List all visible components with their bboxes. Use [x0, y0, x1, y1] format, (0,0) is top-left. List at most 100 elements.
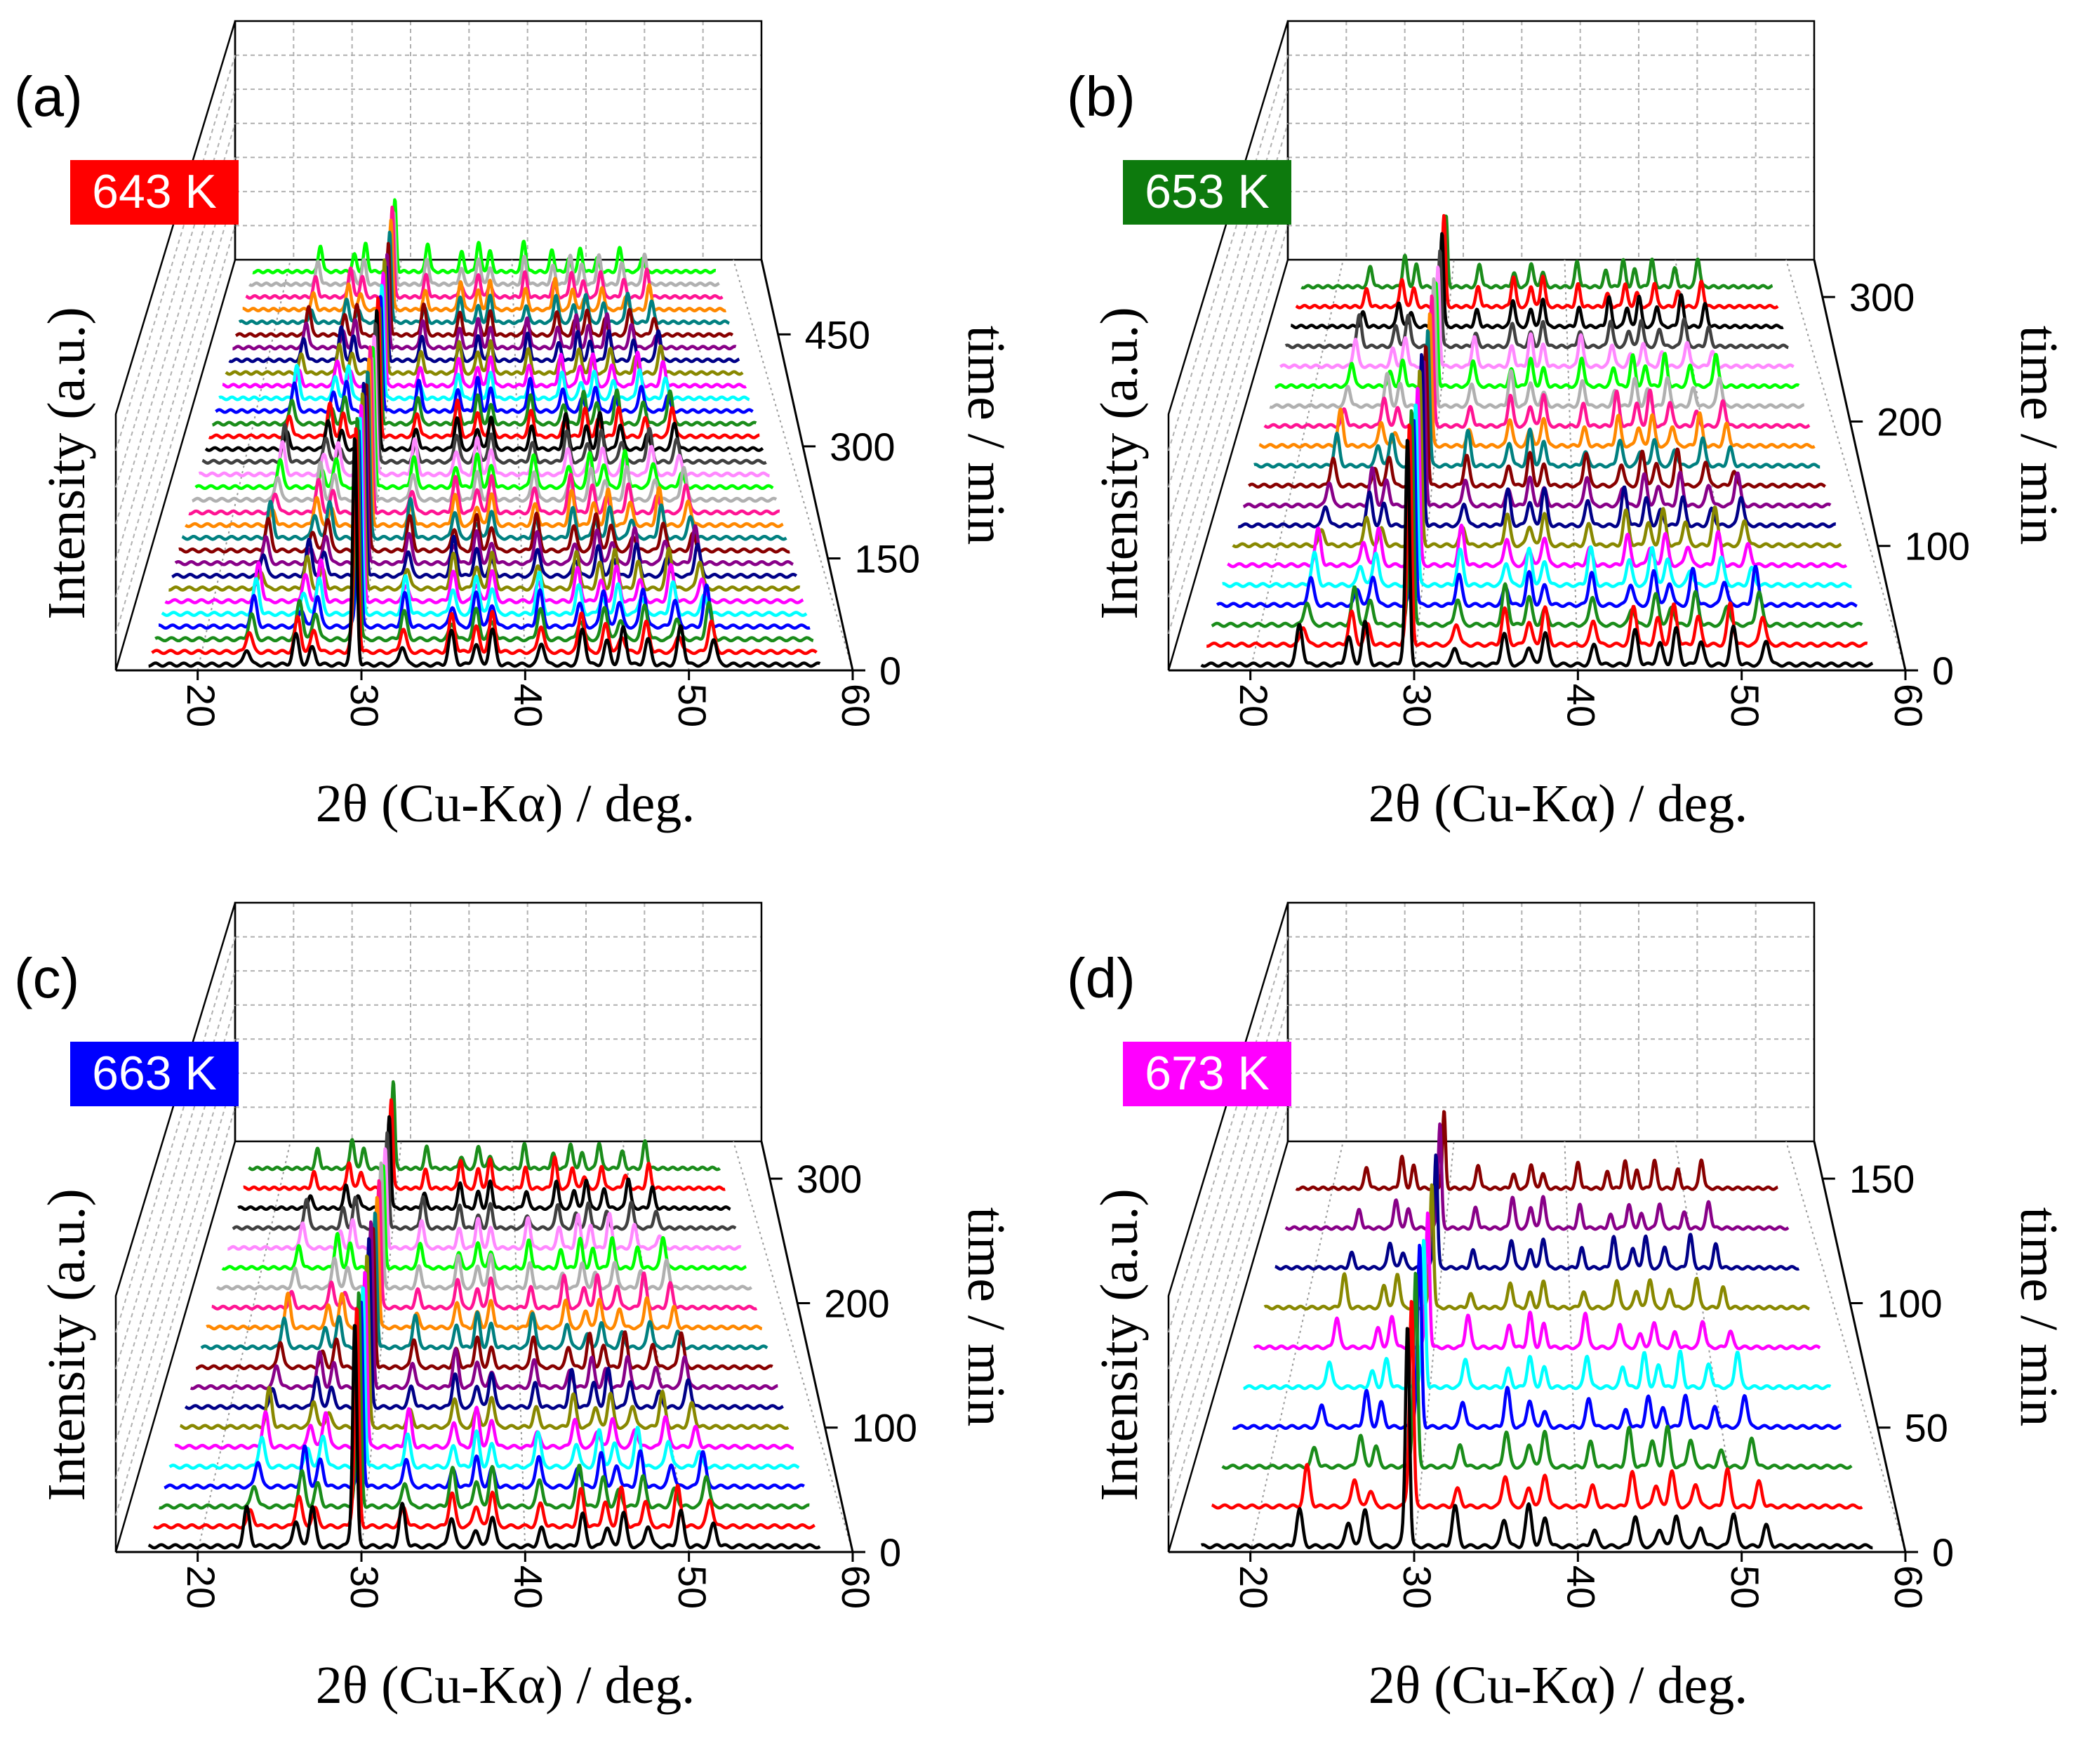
time-tick-label: 150: [1849, 1157, 1915, 1201]
temperature-label: 673 K: [1145, 1047, 1270, 1100]
x-tick-label: 60: [834, 1565, 878, 1609]
series-line-17-min: [151, 427, 818, 656]
x-tick-label: 40: [1559, 684, 1604, 727]
series-line-204-min: [187, 345, 781, 516]
x-axis-label: 2θ (Cu-Kα) / deg.: [1369, 1656, 1748, 1715]
series-line-34-min: [154, 416, 814, 643]
series-line-64-min: [1221, 403, 1853, 588]
grid-line: [1168, 1107, 1289, 1516]
series-line-160-min: [1253, 329, 1821, 469]
panel-letter: (a): [14, 65, 83, 128]
series-line-0-min: [147, 1324, 821, 1550]
temperature-badge: [70, 160, 239, 225]
series-line-80-min: [1253, 1211, 1821, 1351]
panel-letter: (d): [1067, 947, 1136, 1009]
grid-line: [115, 1073, 236, 1479]
series-line-16-min: [1205, 423, 1869, 648]
series-line-493-min: [245, 205, 724, 300]
series-line-64-min: [168, 1286, 800, 1470]
time-tick-label: 300: [830, 425, 895, 469]
floor-grid-line: [1413, 1141, 1455, 1553]
back-wall-grid: [1286, 20, 1816, 261]
time-tick-label: 0: [1932, 1530, 1954, 1574]
temperature-label: 663 K: [92, 1047, 217, 1100]
time-tick-label: 0: [879, 649, 901, 693]
back-wall-frame: [234, 20, 763, 261]
series-line-187-min: [185, 357, 784, 529]
grid-line: [1168, 225, 1289, 635]
series-line-64-min: [1242, 1238, 1832, 1391]
series-line-459-min: [238, 230, 731, 326]
x-tick-label: 40: [507, 1565, 551, 1609]
series-line-288-min: [1295, 213, 1779, 310]
series-line-176-min: [205, 1195, 764, 1331]
series-line-0-min: [147, 437, 821, 668]
series-line-48-min: [1216, 418, 1858, 609]
series-line-112-min: [184, 1237, 785, 1410]
series-line-240-min: [226, 1147, 743, 1251]
series-line-374-min: [221, 271, 747, 389]
side-wall-frame: [1167, 902, 1289, 1553]
series-line-306-min: [208, 296, 761, 439]
x-tick-label: 20: [179, 684, 223, 727]
series-line-153-min: [178, 383, 791, 554]
series-line-96-min: [1232, 369, 1842, 549]
floor-grid-line: [511, 1141, 526, 1553]
series-line-289-min: [204, 309, 764, 452]
series-line-0-min: [1200, 1327, 1874, 1550]
series-line-357-min: [218, 284, 751, 402]
x-tick-label: 30: [1395, 684, 1439, 727]
time-tick-label: 150: [855, 536, 920, 581]
side-wall: [1167, 902, 1289, 1553]
x-tick-label: 40: [1559, 1565, 1604, 1609]
series-line-102-min: [168, 392, 801, 592]
series-line-48-min: [1232, 1243, 1842, 1431]
series-line-80-min: [1226, 386, 1848, 569]
series-line-144-min: [1247, 345, 1827, 489]
x-axis-label: 2θ (Cu-Kα) / deg.: [1369, 774, 1748, 833]
x-tick-label: 60: [834, 684, 878, 727]
series-line-221-min: [191, 356, 778, 503]
series-line-32-min: [1221, 1271, 1853, 1470]
x-tick-label: 60: [1886, 684, 1931, 727]
time-axis-line: [760, 259, 854, 671]
grid-line: [1168, 191, 1289, 597]
time-tick-label: 100: [1905, 524, 1970, 569]
time-axis-line: [1813, 1141, 1907, 1553]
side-wall-frame: [114, 20, 237, 671]
grid-line: [115, 225, 236, 635]
series-line-68-min: [161, 416, 808, 617]
back-wall-grid: [234, 901, 763, 1143]
temperature-label: 643 K: [92, 165, 217, 218]
series-line-272-min: [201, 322, 768, 465]
series-line-391-min: [225, 258, 744, 376]
series-line-192-min: [1263, 294, 1811, 429]
time-tick-label: 100: [852, 1406, 917, 1450]
series-group: [147, 198, 821, 668]
x-tick-label: 30: [1395, 1565, 1439, 1609]
series-line-85-min: [164, 404, 804, 604]
series-line-112-min: [1237, 352, 1837, 529]
side-wall: [114, 902, 237, 1553]
x-tick-label: 50: [1723, 1565, 1767, 1609]
series-line-32-min: [158, 1291, 811, 1510]
series-line-32-min: [1211, 409, 1863, 628]
series-line-256-min: [1284, 249, 1790, 350]
y-axis-label: Intensity (a.u.): [37, 1188, 96, 1501]
x-tick-label: 60: [1886, 1565, 1931, 1609]
series-line-128-min: [189, 1220, 779, 1391]
series-line-510-min: [248, 211, 721, 287]
x-axis-label: 2θ (Cu-Kα) / deg.: [316, 774, 695, 833]
grid-line: [115, 191, 236, 597]
time-tick-label: 300: [797, 1157, 862, 1201]
series-line-48-min: [163, 1300, 806, 1490]
series-line-442-min: [234, 241, 734, 338]
back-wall-frame: [234, 901, 763, 1143]
series-line-288-min: [242, 1098, 726, 1191]
time-axis-label: time / min: [957, 326, 1016, 545]
series-line-208-min: [1268, 277, 1806, 409]
side-wall: [1167, 20, 1289, 671]
x-tick-label: 30: [342, 1565, 387, 1609]
series-line-16-min: [1211, 1299, 1863, 1510]
